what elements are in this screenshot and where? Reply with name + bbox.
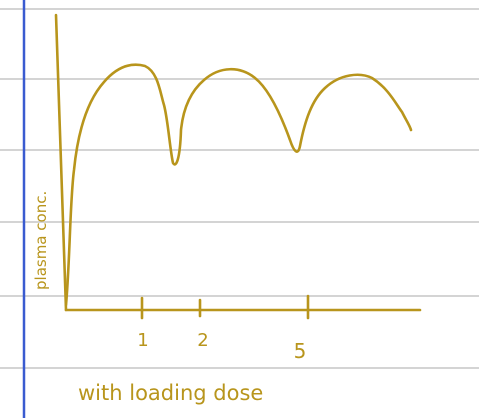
x-tick-label: 1 [137, 330, 148, 351]
x-ticks [142, 296, 308, 318]
sketch: plasma conc. 1 2 5 with loading dose [0, 0, 479, 418]
y-axis [56, 15, 66, 310]
caption: with loading dose [78, 381, 263, 405]
x-tick-label: 2 [197, 330, 208, 351]
x-tick-label: 5 [294, 339, 307, 363]
concentration-curve [66, 65, 411, 305]
y-axis-label: plasma conc. [32, 191, 50, 290]
